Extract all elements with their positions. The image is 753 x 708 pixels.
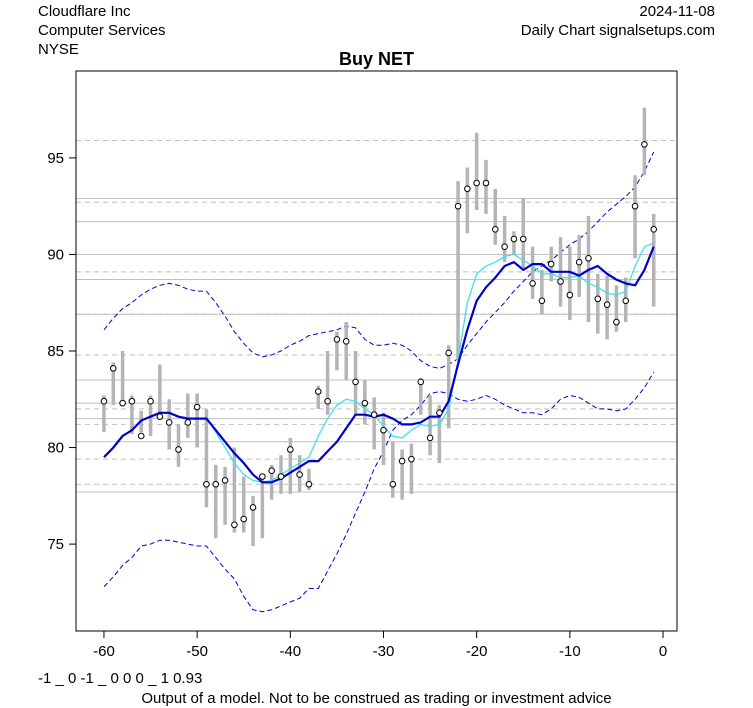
y-tick-label: 75 — [47, 536, 64, 553]
y-tick-label: 95 — [47, 150, 64, 167]
close-point — [370, 411, 378, 419]
close-point — [352, 378, 359, 386]
chart-source: Daily Chart signalsetups.com — [520, 22, 715, 39]
close-point — [417, 378, 425, 386]
close-point — [510, 235, 518, 243]
close-point — [594, 295, 602, 303]
close-point — [361, 399, 369, 407]
close-point — [408, 455, 415, 463]
close-point — [482, 179, 490, 187]
close-point — [575, 258, 583, 266]
close-point — [249, 504, 257, 511]
close-point — [622, 297, 630, 305]
close-point — [314, 388, 322, 395]
close-point — [492, 226, 499, 233]
close-point — [324, 397, 331, 405]
close-point — [203, 480, 210, 488]
close-point — [231, 521, 238, 529]
x-tick-label: -50 — [186, 643, 208, 660]
close-point — [529, 280, 536, 287]
close-point — [613, 318, 620, 326]
close-point — [137, 432, 145, 440]
close-point — [650, 226, 658, 233]
close-point — [305, 480, 313, 488]
plot-frame — [75, 70, 678, 632]
close-point — [109, 365, 117, 372]
close-point — [426, 434, 434, 442]
x-tick-label: -40 — [279, 643, 301, 660]
close-point — [398, 457, 406, 465]
close-point — [464, 185, 471, 193]
disclaimer: Output of a model. Not to be construed a… — [141, 690, 612, 707]
y-tick-label: 90 — [47, 246, 64, 263]
close-point — [473, 179, 480, 187]
close-point — [333, 336, 341, 343]
close-point — [445, 349, 453, 357]
x-tick-label: -20 — [466, 643, 488, 660]
close-point — [603, 301, 611, 308]
y-tick-label: 80 — [47, 440, 64, 457]
stock-info: Cloudflare Inc Computer Services NYSE — [38, 2, 166, 59]
close-point — [501, 243, 508, 251]
exchange-name: NYSE — [38, 41, 79, 58]
close-point — [454, 202, 462, 210]
close-point — [631, 202, 639, 210]
close-point — [641, 141, 648, 148]
company-name: Cloudflare Inc — [38, 3, 131, 20]
close-point — [212, 480, 220, 488]
close-point — [193, 403, 201, 411]
close-point — [259, 473, 266, 480]
x-tick-label: 0 — [659, 643, 667, 660]
close-point — [100, 397, 108, 405]
close-point — [389, 480, 397, 488]
model-code: -1 _ 0 -1 _ 0 0 0 _ 1 0.93 — [38, 670, 203, 687]
close-point — [156, 413, 164, 420]
chart-date: 2024-11-08 — [639, 3, 715, 20]
sector-name: Computer Services — [38, 22, 166, 39]
close-point — [277, 473, 285, 480]
close-point — [287, 446, 294, 453]
close-point — [175, 446, 182, 453]
close-point — [184, 419, 192, 426]
slow-ma-line — [103, 246, 655, 484]
close-point — [436, 409, 443, 417]
close-point — [268, 467, 275, 475]
close-point — [342, 338, 350, 345]
y-tick-label: 85 — [47, 343, 64, 360]
close-point — [538, 297, 546, 305]
chart-title: Buy NET — [338, 49, 414, 69]
x-tick-label: -10 — [559, 643, 581, 660]
close-point — [296, 471, 303, 478]
close-point — [519, 235, 527, 243]
close-point — [240, 515, 248, 523]
close-point — [165, 419, 173, 426]
close-point — [380, 426, 387, 434]
close-point — [147, 397, 154, 405]
close-point — [585, 255, 592, 262]
close-point — [221, 477, 229, 484]
close-point — [128, 397, 136, 405]
close-point — [566, 291, 574, 299]
close-point — [119, 399, 126, 407]
close-point — [547, 260, 555, 268]
x-tick-label: -30 — [373, 643, 395, 660]
chart-meta: 2024-11-08 Daily Chart signalsetups.com — [521, 2, 715, 40]
close-point — [557, 278, 564, 285]
x-tick-label: -60 — [93, 643, 115, 660]
